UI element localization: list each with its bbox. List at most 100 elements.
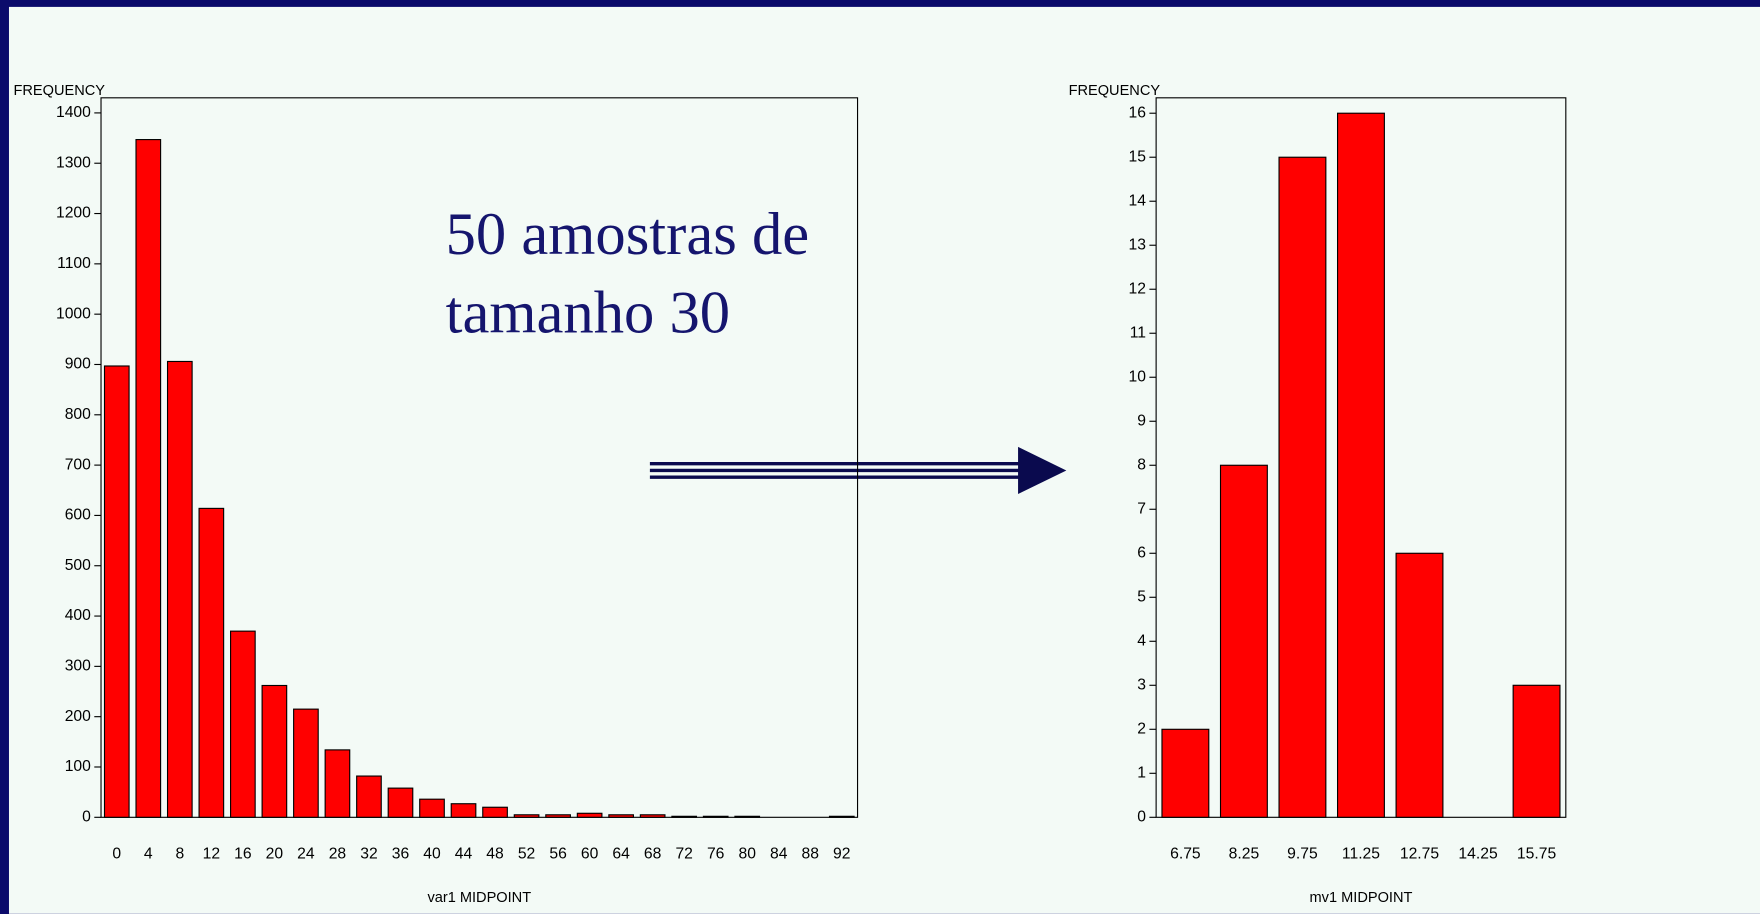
x-tick-label: 28 bbox=[329, 846, 347, 863]
y-tick-label: 9 bbox=[1137, 412, 1146, 429]
arrow bbox=[649, 446, 1067, 495]
x-tick-label: 52 bbox=[518, 846, 535, 863]
y-tick-label: 0 bbox=[82, 808, 91, 825]
y-tick-label: 100 bbox=[65, 758, 91, 775]
x-tick-label: 32 bbox=[360, 846, 377, 863]
x-tick-label: 88 bbox=[802, 846, 820, 863]
x-tick-label: 56 bbox=[549, 846, 567, 863]
x-tick-label: 48 bbox=[486, 846, 504, 863]
bar bbox=[1219, 464, 1268, 818]
y-tick-label: 3 bbox=[1137, 676, 1146, 693]
x-tick-label: 0 bbox=[112, 846, 121, 863]
x-tick-label: 8.25 bbox=[1229, 846, 1260, 863]
y-tick-label: 8 bbox=[1137, 456, 1146, 473]
bar bbox=[103, 365, 130, 818]
bar bbox=[450, 803, 477, 818]
bar bbox=[1278, 156, 1327, 818]
x-tick-label: 20 bbox=[266, 846, 284, 863]
bar bbox=[1161, 728, 1210, 818]
y-tick-label: 16 bbox=[1129, 104, 1147, 121]
bar bbox=[1512, 684, 1561, 818]
y-tick-label: 11 bbox=[1130, 324, 1146, 341]
x-tick-label: 92 bbox=[833, 846, 850, 863]
y-tick-label: 900 bbox=[65, 356, 91, 373]
y-tick-label: 300 bbox=[65, 658, 91, 675]
y-tick-label: 12 bbox=[1129, 280, 1146, 297]
y-tick-label: 1400 bbox=[56, 104, 91, 121]
bar bbox=[230, 630, 256, 818]
x-tick-label: 16 bbox=[234, 846, 252, 863]
x-tick-label: 36 bbox=[392, 846, 410, 863]
bar bbox=[828, 815, 855, 818]
x-tick-label: 72 bbox=[675, 846, 692, 863]
bar bbox=[734, 815, 761, 818]
y-tick-label: 200 bbox=[65, 708, 91, 725]
bar bbox=[293, 708, 319, 818]
x-tick-label: 60 bbox=[581, 846, 599, 863]
bar bbox=[324, 749, 351, 818]
y-tick-label: 800 bbox=[65, 406, 91, 423]
x-tick-label: 12.75 bbox=[1400, 846, 1440, 863]
y-tick-label: 600 bbox=[65, 507, 91, 524]
y-tick-label: 400 bbox=[65, 607, 91, 624]
x-tick-label: 9.75 bbox=[1287, 846, 1318, 863]
x-tick-label: 11.25 bbox=[1342, 846, 1380, 863]
x-tick-label: 84 bbox=[770, 846, 788, 863]
y-tick-label: 1200 bbox=[56, 205, 91, 222]
bar bbox=[639, 814, 666, 818]
y-tick-label: 1 bbox=[1137, 764, 1146, 781]
bar bbox=[671, 815, 698, 818]
plot-frame bbox=[100, 97, 859, 818]
x-tick-label: 4 bbox=[144, 846, 153, 863]
y-tick-label: 5 bbox=[1137, 588, 1146, 605]
bar bbox=[261, 684, 288, 818]
y-tick-label: 700 bbox=[65, 456, 91, 473]
annotation: tamanho 30 bbox=[446, 279, 730, 346]
bar bbox=[545, 814, 571, 818]
y-tick-label: 500 bbox=[65, 557, 91, 574]
x-tick-label: 24 bbox=[297, 846, 315, 863]
bar bbox=[513, 814, 540, 818]
x-tick-label: 15.75 bbox=[1517, 846, 1557, 863]
x-tick-label: 12 bbox=[203, 846, 220, 863]
x-tick-label: 6.75 bbox=[1170, 846, 1201, 863]
bar bbox=[1395, 552, 1444, 818]
x-tick-label: 64 bbox=[612, 846, 630, 863]
y-axis-label: FREQUENCY bbox=[1069, 83, 1161, 99]
x-tick-label: 8 bbox=[175, 846, 184, 863]
x-tick-label: 40 bbox=[423, 846, 441, 863]
annotation: 50 amostras de bbox=[446, 201, 810, 268]
x-tick-label: 80 bbox=[738, 846, 756, 863]
y-tick-label: 0 bbox=[1137, 808, 1146, 825]
bar bbox=[482, 806, 508, 818]
y-tick-label: 1000 bbox=[56, 305, 91, 322]
x-tick-label: 76 bbox=[707, 846, 725, 863]
bar bbox=[419, 798, 445, 818]
bar bbox=[702, 815, 729, 818]
y-tick-label: 2 bbox=[1137, 720, 1146, 737]
bar bbox=[387, 787, 414, 818]
y-tick-label: 7 bbox=[1137, 500, 1146, 517]
x-tick-label: 14.25 bbox=[1458, 846, 1498, 863]
bar bbox=[356, 775, 382, 818]
x-tick-label: 68 bbox=[644, 846, 662, 863]
bar bbox=[1336, 112, 1385, 818]
bar bbox=[135, 139, 162, 818]
bar bbox=[198, 507, 225, 818]
y-tick-label: 4 bbox=[1137, 632, 1146, 649]
y-tick-label: 13 bbox=[1129, 236, 1147, 253]
y-tick-label: 1300 bbox=[56, 154, 91, 171]
y-tick-label: 15 bbox=[1129, 148, 1147, 165]
bar bbox=[166, 360, 193, 818]
y-tick-label: 14 bbox=[1129, 192, 1147, 209]
x-tick-label: 44 bbox=[455, 846, 473, 863]
x-axis-label: mv1 MIDPOINT bbox=[1310, 890, 1413, 906]
y-tick-label: 10 bbox=[1129, 368, 1147, 385]
y-axis-label: FREQUENCY bbox=[13, 83, 105, 99]
bar bbox=[608, 814, 634, 818]
y-tick-label: 6 bbox=[1137, 544, 1146, 561]
x-axis-label: var1 MIDPOINT bbox=[427, 890, 531, 906]
bar bbox=[576, 812, 603, 818]
